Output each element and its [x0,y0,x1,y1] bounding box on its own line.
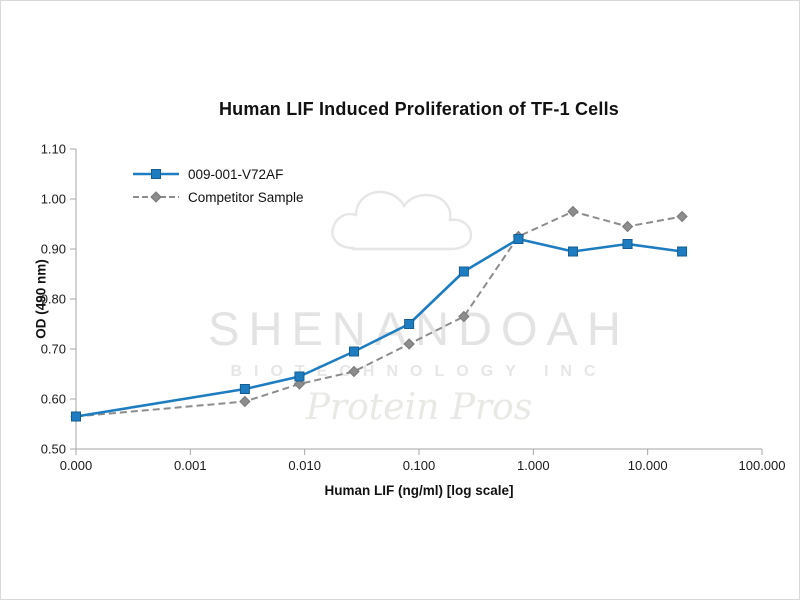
series-marker-diamond [150,191,162,203]
series-marker-square [239,384,250,394]
series-line [75,210,683,418]
series-marker-square [513,234,524,244]
series-marker-diamond [458,310,470,323]
chart-title: Human LIF Induced Proliferation of TF-1 … [218,99,620,119]
y-tick-label: 1.00 [41,192,66,207]
legend-sample-icon [133,169,179,179]
y-tick-label: 0.90 [41,242,66,257]
series-marker-diamond [348,365,360,378]
y-tick-label: 0.50 [41,442,66,457]
x-tick-label: 0.100 [403,458,436,473]
y-tick-label: 0.80 [41,292,66,307]
x-tick-label: 0.001 [174,458,207,473]
series-marker-square [294,371,305,382]
legend-label: 009-001-V72AF [188,166,284,182]
series-marker-square [348,346,359,357]
y-tick-label: 1.10 [41,142,66,157]
legend-item: 009-001-V72AF [133,166,304,182]
series-line [75,237,683,418]
series-marker-square [458,266,469,277]
x-axis-title: Human LIF (ng/ml) [log scale] [324,483,514,498]
series-marker-square [404,319,415,329]
series-marker-square [71,411,81,422]
x-tick-label: 0.010 [288,458,321,473]
series-marker-diamond [403,338,415,350]
y-tick-label: 0.60 [41,392,66,407]
series-marker-diamond [567,205,579,218]
watermark-cloud-icon [331,190,473,251]
x-tick-label: 0.000 [60,458,93,473]
series-marker-square [622,239,633,249]
series-marker-diamond [676,210,688,223]
legend-label: Competitor Sample [188,189,304,205]
series-marker-square [151,169,161,179]
series-marker-square [567,246,578,257]
y-tick-label: 0.70 [41,342,66,357]
legend-item: Competitor Sample [133,189,304,205]
x-tick-label: 100.000 [739,458,786,473]
series-marker-diamond [621,220,634,233]
series-marker-diamond [239,395,251,408]
legend-sample-icon [133,191,179,203]
x-tick-label: 10.000 [628,458,668,473]
chart-legend: 009-001-V72AF Competitor Sample [133,166,304,205]
series-marker-square [677,246,688,257]
x-tick-label: 1.000 [517,458,550,473]
